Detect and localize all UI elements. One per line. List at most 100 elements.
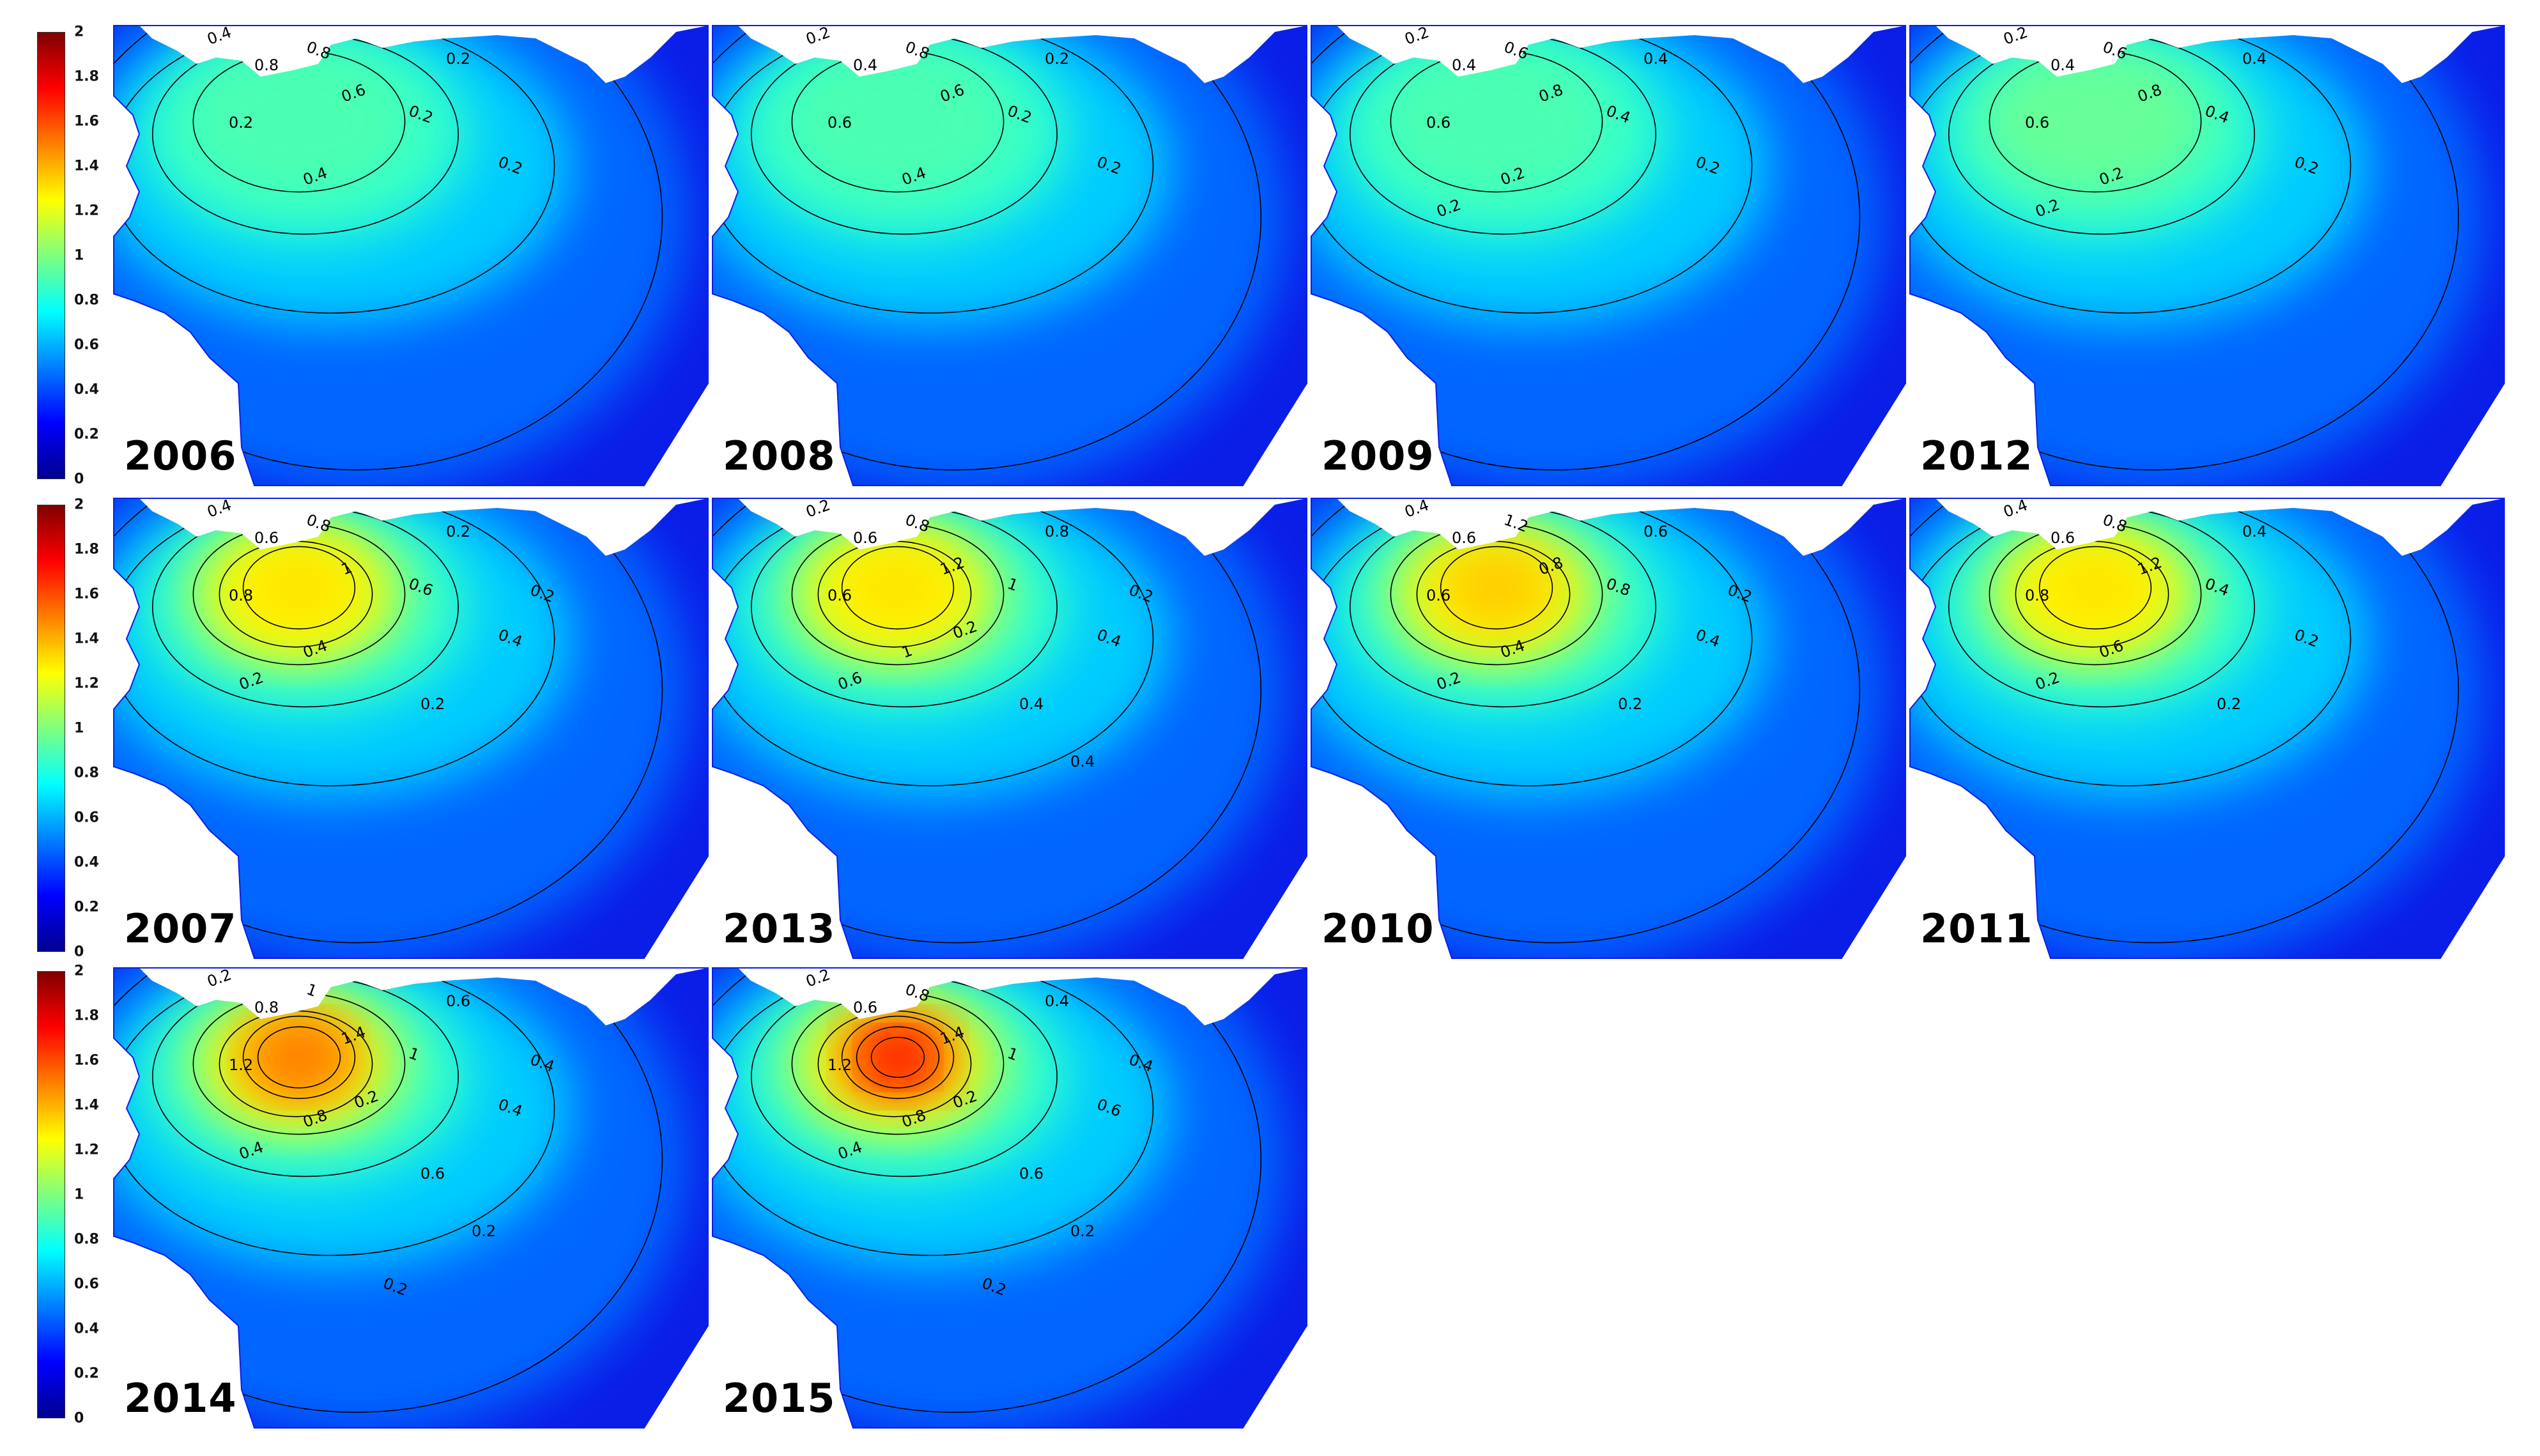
- concentration-blob: [1382, 45, 1612, 198]
- contour-label: 0.6: [2051, 529, 2075, 547]
- contour-line: [242, 1015, 356, 1100]
- contour-line: [1910, 498, 2351, 786]
- contour-label: 0.6: [1643, 523, 1668, 540]
- colorbar-tick: 1.2: [74, 675, 99, 692]
- colorbar-tick: 0: [74, 1410, 84, 1427]
- land-outline: [1311, 498, 1906, 959]
- colorbar-tick: 0: [74, 944, 84, 960]
- colorbar-tick: 1.2: [74, 1142, 99, 1158]
- contour-label: 0.8: [254, 999, 279, 1016]
- contour-line: [1311, 498, 1861, 944]
- colorbar-tick: 0.4: [74, 381, 99, 398]
- map-panel: 0.2 0.6 0.8 1.2 0.6 1 1 0.8 0.4 0.6 0.4 0.2 0.2 0.4 2…: [712, 496, 1307, 959]
- contour-label: 0.2: [446, 523, 470, 540]
- map-svg: 0.40.80.80.60.2 0.20.40.20.2: [113, 23, 709, 486]
- land-outline: [712, 967, 1307, 1429]
- colorbar-tick: 0.6: [74, 1276, 99, 1292]
- colorbar-tick: 0.6: [74, 337, 99, 353]
- colorbar-tick: 1.6: [74, 586, 99, 602]
- sea-area: [712, 968, 1307, 1025]
- contour-line: [257, 1026, 341, 1089]
- contour-line: [1910, 26, 2459, 471]
- sea-area: [114, 498, 708, 556]
- contour-label: 0.2: [229, 114, 253, 132]
- map-panel: 0.4 0.6 0.8 1 0.8 0.6 0.4 0.2 0.4 0.2 0.2 0.2 2007: [113, 496, 709, 959]
- colorbar-tick: 1: [74, 1186, 84, 1203]
- panel-year: 2011: [1920, 905, 2033, 952]
- sea-area: [114, 26, 708, 83]
- concentration-field: [712, 26, 1288, 486]
- colorbar: 2 1.8 1.6 1.4 1.2 1 0.8 0.6 0.4 0.2 0: [37, 24, 99, 487]
- contour-line: [1311, 26, 1861, 471]
- contour-line: [856, 1026, 940, 1089]
- contour-line: [114, 498, 555, 786]
- map-svg: 0.40.60.810.8 0.60.40.20.40.20.20.2: [113, 496, 709, 959]
- sea-area: [1910, 498, 2504, 556]
- sea-area: [114, 968, 708, 1025]
- contour-label: 1.2: [827, 1056, 852, 1074]
- map-svg: 0.20.60.81.41.210.80.40.60.40.60.40.20.2…: [712, 965, 1307, 1429]
- colorbar-tick: 1.4: [74, 631, 99, 647]
- contour-label: 0.8: [2025, 586, 2049, 604]
- contour-label: 0.8: [229, 586, 253, 604]
- contour-line: [114, 968, 663, 1413]
- land-outline: [712, 498, 1307, 959]
- map-svg: 0.40.60.81.20.8 0.40.60.40.20.20.2: [1909, 496, 2505, 959]
- colorbar-tick: 1.4: [74, 1097, 99, 1114]
- contour-line: [712, 968, 1154, 1256]
- colorbar-tick: 0.8: [74, 1231, 99, 1248]
- contour-label: 0.4: [2242, 50, 2267, 68]
- contour-label: 0.2: [446, 50, 470, 68]
- contour-label: 0.8: [254, 56, 279, 74]
- contour-line: [1440, 546, 1553, 630]
- colorbar-tick: 2: [74, 24, 84, 40]
- colorbar-tick: 0.2: [74, 426, 99, 443]
- colorbar-tick: 1: [74, 247, 84, 264]
- map-panel: 0.2 0.4 0.8 0.6 0.6 0.2 0.4 0.2 0.2 2008: [712, 23, 1307, 486]
- contour-line: [114, 498, 663, 944]
- contour-label: 0.6: [446, 992, 470, 1010]
- map-svg: 0.20.40.60.80.6 0.40.20.40.20.2: [1909, 23, 2505, 486]
- map-panel: 0.4 0.8 0.8 0.6 0.2 0.2 0.4 0.2 0.2 2006: [113, 23, 709, 486]
- land-outline: [1311, 25, 1906, 486]
- map-panel: 0.2 0.4 0.6 0.8 0.6 0.4 0.2 0.4 0.2 0.2 2009: [1311, 23, 1906, 486]
- concentration-blob: [869, 1036, 927, 1079]
- land-outline: [712, 25, 1307, 486]
- concentration-blob: [1436, 543, 1557, 632]
- contour-label: 0.6: [254, 529, 279, 547]
- contour-label: 0.4: [1070, 753, 1095, 770]
- contour-line: [1910, 26, 2351, 314]
- sea-area: [1910, 26, 2504, 83]
- contour-label: 0.4: [853, 56, 877, 74]
- map-svg: 0.20.811.41.210.80.60.40.40.60.40.20.20.…: [113, 965, 709, 1429]
- concentration-blob: [837, 543, 958, 632]
- colorbar-gradient: [37, 32, 65, 479]
- colorbar-tick: 2: [74, 496, 84, 513]
- contour-label: 0.4: [1643, 50, 1668, 68]
- colorbar-tick: 0: [74, 471, 84, 487]
- contour-label: 0.6: [827, 586, 852, 604]
- colorbar-tick: 1.6: [74, 1052, 99, 1069]
- colorbar-tick: 0.4: [74, 854, 99, 871]
- land-outline: [113, 25, 709, 486]
- map-panel: 0.2 0.4 0.6 0.8 0.6 0.4 0.2 0.4 0.2 0.2 2012: [1909, 23, 2505, 486]
- colorbar-tick: 0.6: [74, 809, 99, 826]
- concentration-blob: [238, 543, 360, 632]
- colorbar-gradient: [37, 971, 65, 1418]
- contour-line: [1910, 498, 2459, 944]
- colorbar-tick: 1.2: [74, 203, 99, 219]
- contour-label: 0.6: [420, 1165, 445, 1183]
- contour-label: 0.6: [827, 114, 852, 132]
- land-outline: [1909, 498, 2505, 959]
- contour-line: [114, 968, 555, 1256]
- contour-line: [712, 498, 1262, 944]
- map-svg: 0.40.61.20.80.6 0.80.40.60.40.20.20.2: [1311, 496, 1906, 959]
- panel-year: 2013: [723, 905, 836, 952]
- colorbar: 2 1.8 1.6 1.4 1.2 1 0.8 0.6 0.4 0.2 0: [37, 497, 99, 960]
- contour-label: 0.4: [1452, 56, 1476, 74]
- contour-label: 0.4: [1019, 695, 1043, 713]
- contour-line: [712, 26, 1154, 314]
- panel-year: 2012: [1920, 433, 2033, 479]
- map-panel: 0.4 0.6 1.2 0.8 0.6 0.8 0.4 0.6 0.4 0.2 0.2 0.2 201…: [1311, 496, 1906, 959]
